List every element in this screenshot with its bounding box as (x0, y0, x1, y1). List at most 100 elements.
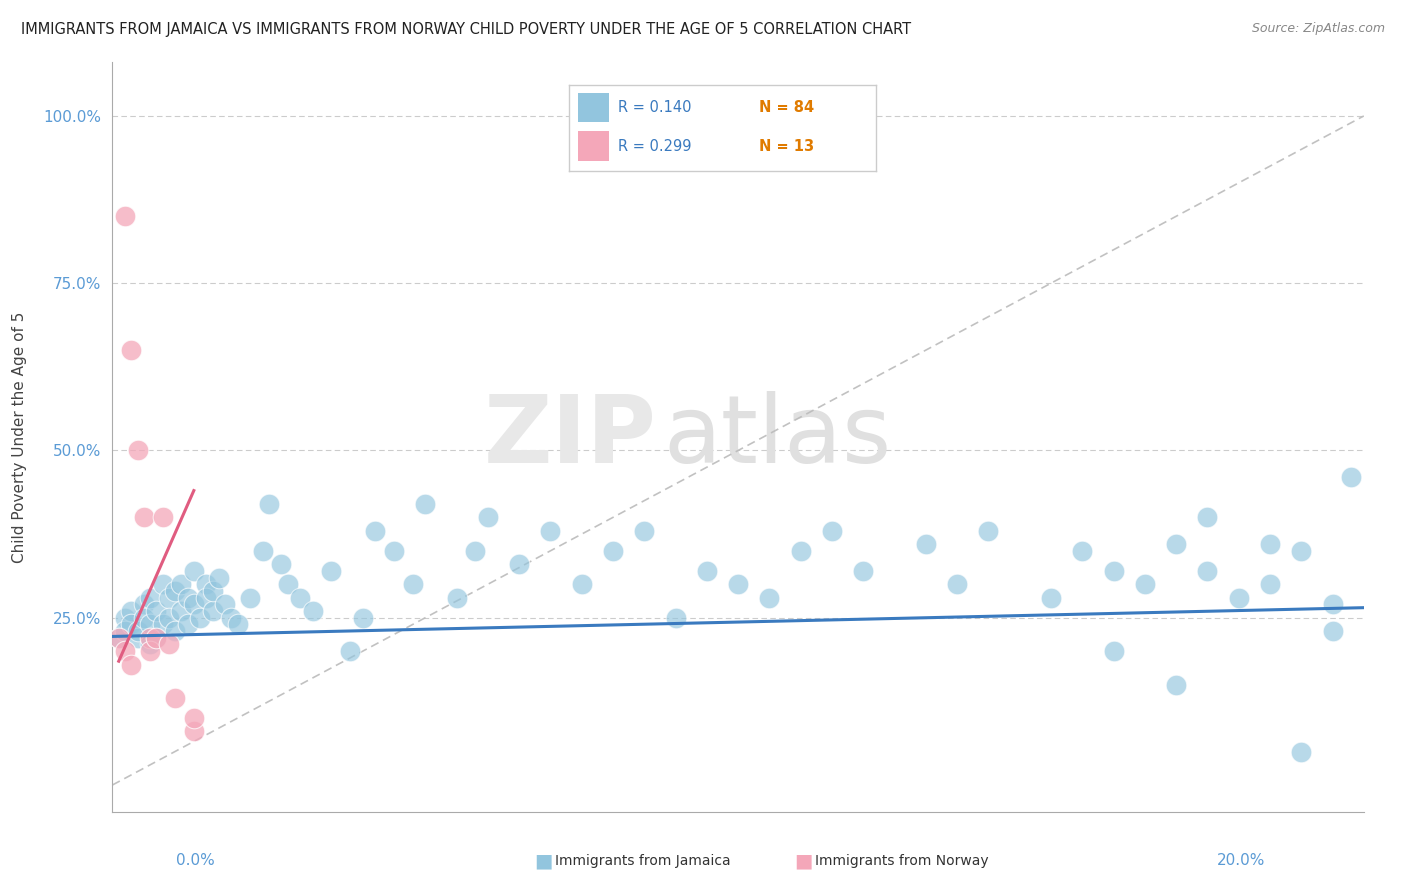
Point (208, 571, 231, 585)
Point (915, 537, 938, 551)
Point (852, 564, 875, 578)
Point (163, 624, 186, 639)
Point (1340, 470, 1362, 484)
Point (176, 617, 198, 632)
Point (352, 611, 374, 625)
Point (176, 591, 198, 605)
Point (1166, 537, 1188, 551)
Point (290, 591, 312, 605)
Point (201, 584, 224, 599)
Text: Immigrants from Jamaica: Immigrants from Jamaica (555, 854, 731, 868)
Text: Immigrants from Norway: Immigrants from Norway (815, 854, 988, 868)
Point (183, 564, 205, 578)
Y-axis label: Child Poverty Under the Age of 5: Child Poverty Under the Age of 5 (11, 311, 27, 563)
Point (790, 544, 813, 558)
Point (188, 611, 211, 625)
Point (152, 617, 174, 632)
Point (664, 611, 686, 625)
Point (1102, 644, 1125, 658)
Text: atlas: atlas (664, 391, 891, 483)
Point (183, 711, 205, 725)
Point (571, 577, 593, 591)
Point (157, 611, 180, 625)
Point (364, 524, 387, 538)
Point (195, 591, 218, 605)
Point (132, 598, 155, 612)
Point (540, 524, 562, 538)
Point (157, 591, 180, 605)
Point (270, 557, 292, 572)
Point (1133, 577, 1156, 591)
Point (152, 577, 174, 591)
Point (107, 631, 129, 645)
Point (1166, 678, 1188, 692)
Point (183, 724, 205, 739)
Point (145, 631, 167, 645)
Point (402, 577, 425, 591)
Point (226, 617, 249, 632)
Point (145, 631, 167, 645)
Point (132, 611, 155, 625)
Point (339, 644, 361, 658)
Point (977, 524, 1000, 538)
Point (120, 657, 142, 672)
Point (1258, 577, 1281, 591)
Point (415, 497, 437, 511)
Point (277, 577, 299, 591)
Point (139, 631, 162, 645)
Point (114, 624, 136, 639)
Point (301, 604, 323, 618)
Point (127, 624, 149, 639)
Point (139, 644, 162, 658)
Point (1322, 624, 1344, 639)
Point (157, 637, 180, 651)
Point (170, 604, 193, 618)
Point (170, 577, 193, 591)
Point (163, 584, 186, 599)
Text: ■: ■ (794, 851, 813, 871)
Point (1258, 537, 1281, 551)
Text: ZIP: ZIP (484, 391, 657, 483)
Point (221, 611, 243, 625)
Point (127, 631, 149, 645)
Point (257, 497, 280, 511)
Point (114, 210, 136, 224)
Point (1197, 564, 1219, 578)
Point (1197, 510, 1219, 524)
Point (446, 591, 468, 605)
Text: Source: ZipAtlas.com: Source: ZipAtlas.com (1251, 22, 1385, 36)
Point (201, 604, 224, 618)
Point (1322, 598, 1344, 612)
Point (758, 591, 780, 605)
Point (696, 564, 718, 578)
Point (1039, 591, 1063, 605)
Point (127, 443, 149, 458)
Point (821, 524, 844, 538)
Point (382, 544, 405, 558)
Point (139, 617, 162, 632)
Point (114, 644, 136, 658)
Point (183, 598, 205, 612)
Point (152, 510, 174, 524)
Text: 0.0%: 0.0% (176, 854, 215, 868)
Point (195, 577, 218, 591)
Point (1071, 544, 1094, 558)
Text: 20.0%: 20.0% (1218, 854, 1265, 868)
Point (946, 577, 969, 591)
Point (633, 524, 655, 538)
Point (602, 544, 624, 558)
Point (1291, 744, 1313, 758)
Point (145, 604, 167, 618)
Point (214, 598, 236, 612)
Point (107, 631, 129, 645)
Point (321, 564, 343, 578)
Point (163, 690, 186, 705)
Text: ■: ■ (534, 851, 553, 871)
Point (120, 604, 142, 618)
Point (239, 591, 262, 605)
Point (139, 591, 162, 605)
Point (120, 617, 142, 632)
Point (477, 510, 499, 524)
Point (132, 510, 155, 524)
Point (1227, 591, 1250, 605)
